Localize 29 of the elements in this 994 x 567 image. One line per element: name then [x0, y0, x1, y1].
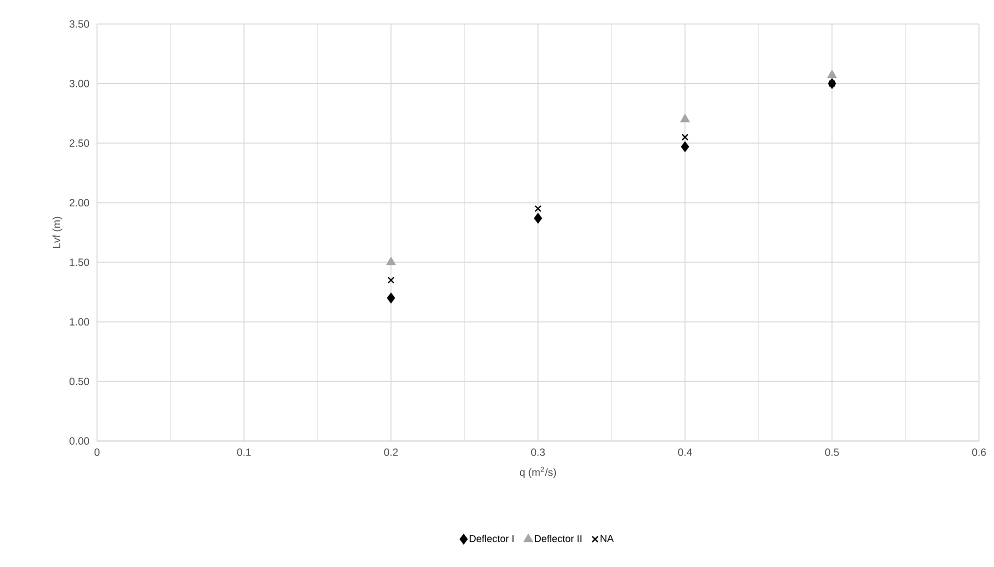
y-tick-label: 2.50 — [70, 139, 90, 147]
y-tick-label: 0.50 — [70, 378, 90, 386]
point — [386, 257, 396, 266]
point — [681, 142, 690, 152]
x-tick-label: 0 — [94, 448, 100, 456]
y-tick-label: 2.00 — [70, 199, 90, 206]
x-tick-label: 0.3 — [531, 448, 545, 456]
y-tick-label: 1.50 — [70, 258, 90, 266]
point — [386, 292, 396, 304]
point — [680, 114, 690, 122]
point — [534, 205, 542, 212]
x-tick-label: 0.4 — [678, 448, 692, 456]
y-tick-label: 1.00 — [70, 318, 90, 326]
x-tick-label: 0.5 — [825, 448, 839, 456]
legend-label: NA — [600, 535, 614, 542]
y-tick-label: 3.00 — [70, 80, 90, 88]
legend-label: Deflector I — [470, 534, 514, 542]
y-axis-title: Lvf (m) — [52, 216, 62, 248]
point — [682, 134, 688, 141]
point — [827, 70, 837, 78]
point — [388, 276, 394, 284]
point — [534, 213, 542, 224]
y-tick-label: 3.50 — [70, 20, 90, 28]
x-tick-label: 0.2 — [384, 448, 398, 456]
x-axis-title: q (m$^{2}$/s) — [520, 466, 556, 478]
x-tick-label: 0.6 — [972, 448, 986, 456]
y-tick-label: 0.00 — [70, 437, 90, 445]
legend-label: Deflector II — [534, 534, 582, 542]
x-tick-label: 0.1 — [237, 448, 251, 456]
